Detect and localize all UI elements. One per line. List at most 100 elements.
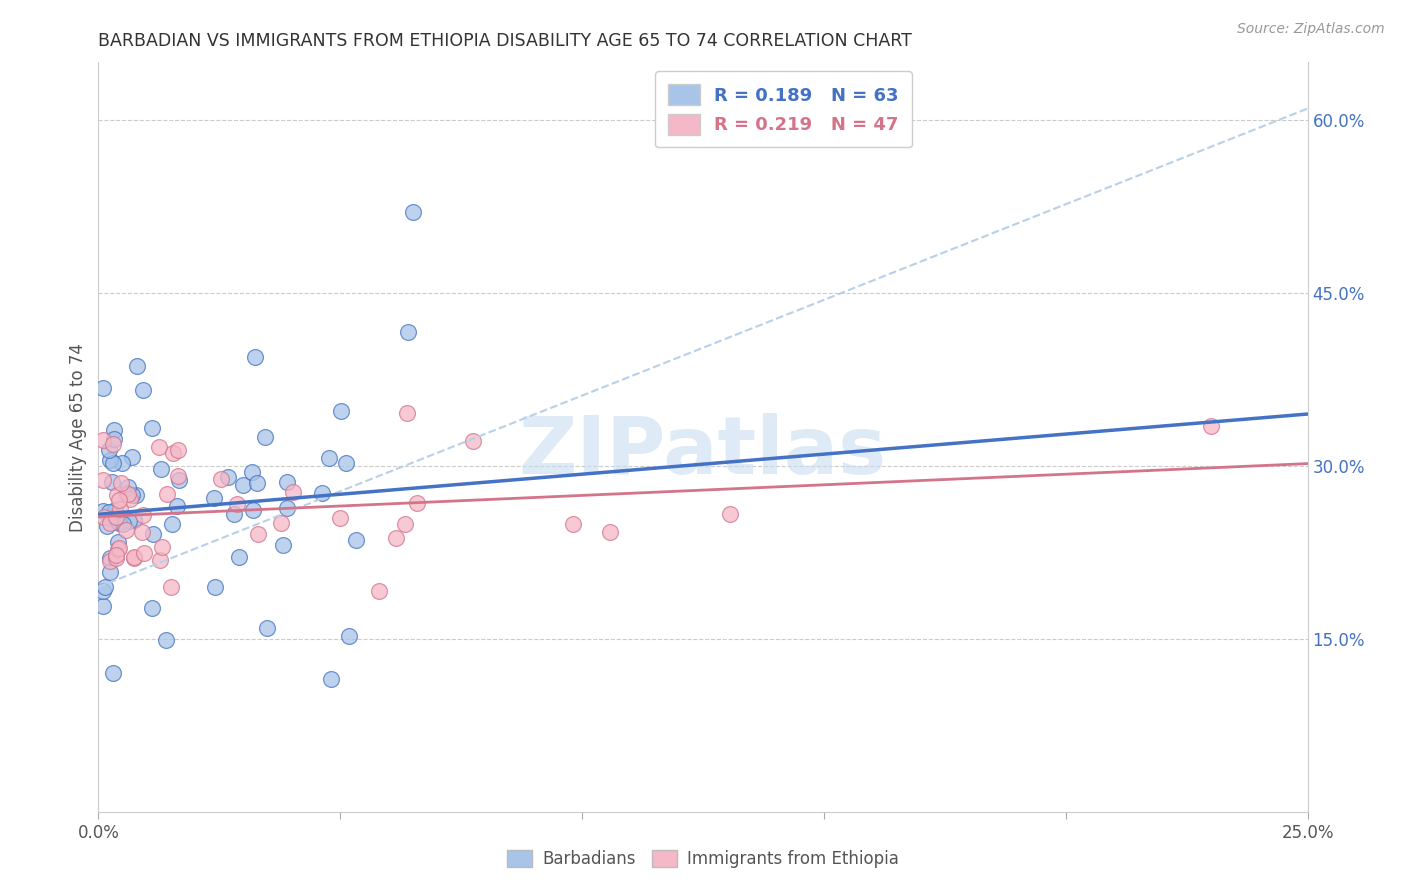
Point [104,551,127,566]
Point [1199,418,1222,433]
Point [121,450,143,464]
Point [91,584,114,599]
Point [108,492,131,507]
Point [148,440,170,454]
Point [166,442,188,457]
Point [149,552,172,566]
Point [98,516,121,530]
Point [122,513,145,527]
Point [132,383,155,397]
Point [329,511,352,525]
Point [246,475,269,490]
Point [276,500,298,515]
Point [125,359,148,373]
Point [103,433,125,447]
Point [394,517,416,532]
Point [132,546,155,560]
Point [101,456,124,470]
Point [132,508,155,522]
Point [91,433,114,447]
Point [98,442,121,457]
Point [105,509,128,524]
Point [105,548,128,562]
Point [108,502,131,516]
Point [108,516,131,531]
Point [98,452,121,467]
Point [217,470,239,484]
Point [155,632,177,647]
Point [93,509,115,524]
Point [101,666,124,681]
Point [107,542,129,557]
Point [209,473,232,487]
Point [141,601,163,615]
Point [344,533,367,547]
Point [166,499,188,513]
Point [91,473,114,487]
Point [125,487,148,501]
Point [318,450,340,465]
Point [110,456,132,470]
Point [96,519,118,533]
Point [204,491,226,505]
Point [91,380,114,394]
Point [246,527,269,541]
Point [142,527,165,541]
Point [385,531,408,545]
Point [319,672,342,686]
Point [91,504,114,518]
Point [270,516,292,531]
Point [281,484,304,499]
Point [118,492,141,507]
Text: ZIPatlas: ZIPatlas [519,413,887,491]
Point [103,437,125,451]
Point [100,512,122,526]
Y-axis label: Disability Age 65 to 74: Disability Age 65 to 74 [69,343,87,532]
Point [98,565,121,579]
Point [152,540,174,554]
Text: BARBADIAN VS IMMIGRANTS FROM ETHIOPIA DISABILITY AGE 65 TO 74 CORRELATION CHART: BARBADIAN VS IMMIGRANTS FROM ETHIOPIA DI… [98,32,912,50]
Point [117,480,139,494]
Point [160,580,183,594]
Point [160,517,183,532]
Point [115,485,138,500]
Point [225,497,247,511]
Legend: R = 0.189   N = 63, R = 0.219   N = 47: R = 0.189 N = 63, R = 0.219 N = 47 [655,71,911,147]
Point [103,423,125,437]
Point [330,404,353,418]
Point [396,406,419,420]
Point [167,469,190,483]
Point [599,524,621,539]
Point [112,516,135,531]
Point [718,507,741,521]
Point [104,503,127,517]
Point [402,205,425,219]
Point [117,487,139,501]
Point [461,434,484,448]
Point [245,350,267,364]
Point [562,517,585,532]
Point [232,478,254,492]
Point [271,538,294,552]
Point [337,629,360,643]
Point [107,535,129,549]
Point [256,622,278,636]
Point [335,456,357,470]
Point [100,550,122,565]
Point [97,505,120,519]
Point [253,430,276,444]
Point [276,475,298,489]
Legend: Barbadians, Immigrants from Ethiopia: Barbadians, Immigrants from Ethiopia [501,843,905,875]
Point [122,550,145,565]
Text: Source: ZipAtlas.com: Source: ZipAtlas.com [1237,22,1385,37]
Point [98,554,121,568]
Point [406,496,429,510]
Point [121,488,143,502]
Point [101,475,124,489]
Point [141,421,163,435]
Point [156,487,179,501]
Point [169,473,191,487]
Point [118,514,141,528]
Point [162,446,184,460]
Point [228,549,250,564]
